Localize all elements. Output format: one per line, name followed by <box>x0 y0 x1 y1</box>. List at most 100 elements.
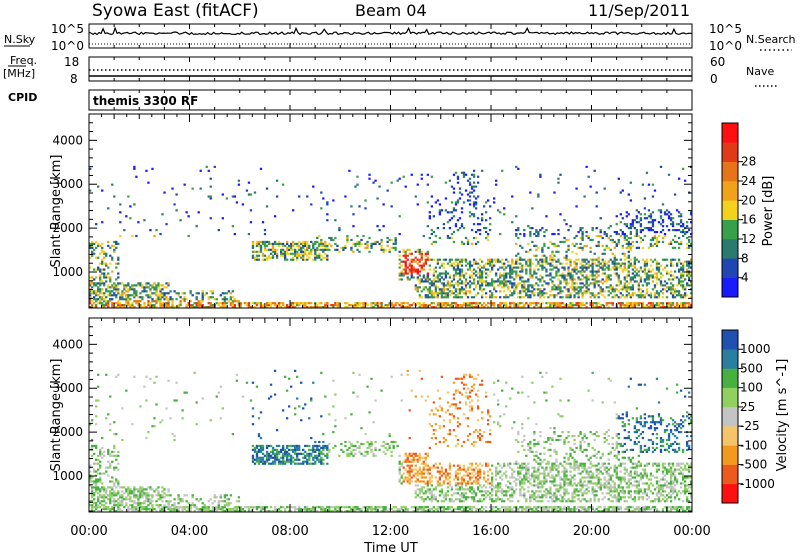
echo-cell <box>109 298 112 301</box>
echo-cell <box>219 294 222 297</box>
echo-cell <box>557 244 560 247</box>
echo-cell <box>243 302 247 305</box>
echo-cell <box>400 508 403 511</box>
echo-cell <box>209 306 212 309</box>
echo-cell <box>107 474 110 477</box>
echo-cell <box>219 306 222 309</box>
echo-cell <box>440 306 444 309</box>
echo-cell <box>233 195 237 198</box>
echo-cell <box>687 246 691 249</box>
echo-cell <box>279 252 283 255</box>
echo-cell <box>139 306 142 309</box>
echo-cell <box>298 444 301 448</box>
echo-cell <box>326 254 329 257</box>
echo-cell <box>460 296 464 299</box>
echo-cell <box>113 500 116 503</box>
echo-cell <box>97 244 100 247</box>
echo-cell <box>143 302 146 305</box>
echo-cell <box>689 232 693 236</box>
echo-cell <box>117 284 120 287</box>
echo-cell <box>334 236 337 240</box>
echo-cell <box>95 415 98 418</box>
echo-cell <box>159 510 162 513</box>
echo-cell <box>149 306 152 309</box>
echo-cell <box>109 262 112 265</box>
echo-cell <box>316 236 319 240</box>
echo-cell <box>432 280 436 283</box>
echo-cell <box>420 250 423 253</box>
echo-cell <box>563 240 566 244</box>
echo-cell <box>312 458 315 461</box>
echo-cell <box>181 500 184 503</box>
echo-cell <box>408 248 411 251</box>
echo-cell <box>163 496 166 499</box>
echo-cell <box>625 211 628 214</box>
echo-cell <box>629 278 632 281</box>
echo-cell <box>635 268 639 271</box>
echo-cell <box>402 480 405 483</box>
echo-cell <box>515 272 518 275</box>
echo-cell <box>679 284 683 287</box>
echo-cell <box>527 286 530 289</box>
echo-cell <box>667 304 671 307</box>
echo-cell <box>432 294 436 297</box>
echo-cell <box>145 399 148 402</box>
echo-cell <box>227 300 230 303</box>
echo-cell <box>113 446 116 449</box>
echo-cell <box>306 452 309 455</box>
echo-cell <box>645 258 649 261</box>
echo-cell <box>474 207 478 210</box>
echo-cell <box>314 248 317 251</box>
echo-cell <box>480 217 484 220</box>
echo-cell <box>671 294 675 297</box>
echo-cell <box>685 230 689 234</box>
echo-cell <box>575 266 578 269</box>
echo-cell <box>348 452 351 455</box>
echo-cell <box>687 304 691 307</box>
echo-cell <box>123 229 126 232</box>
echo-cell <box>372 242 375 245</box>
echo-cell <box>466 290 470 293</box>
echo-cell <box>368 177 371 180</box>
echo-cell <box>135 510 138 513</box>
echo-cell <box>567 288 570 291</box>
echo-cell <box>581 248 584 251</box>
echo-cell <box>519 296 522 299</box>
echo-cell <box>647 246 651 249</box>
echo-cell <box>336 244 339 247</box>
echo-cell <box>93 290 96 293</box>
echo-cell <box>559 286 562 289</box>
echo-cell <box>466 193 470 196</box>
echo-cell <box>569 294 572 297</box>
echo-cell <box>599 217 602 220</box>
echo-cell <box>647 302 651 305</box>
echo-cell <box>105 502 108 505</box>
echo-cell <box>677 294 681 297</box>
echo-cell <box>145 494 148 497</box>
echo-cell <box>306 506 309 509</box>
echo-cell <box>366 304 369 307</box>
echo-cell <box>480 280 484 283</box>
echo-cell <box>615 264 618 267</box>
echo-cell <box>161 500 164 503</box>
echo-cell <box>671 223 675 226</box>
echo-cell <box>647 227 651 230</box>
echo-cell <box>141 496 144 499</box>
echo-cell <box>503 282 506 285</box>
echo-cell <box>107 498 110 501</box>
echo-cell <box>346 448 349 451</box>
echo-cell <box>559 262 562 265</box>
echo-cell <box>633 262 637 265</box>
echo-cell <box>639 240 643 244</box>
echo-cell <box>404 262 407 265</box>
echo-cell <box>135 294 138 297</box>
echo-cell <box>101 302 104 305</box>
echo-cell <box>300 302 303 305</box>
echo-cell <box>273 248 277 251</box>
echo-cell <box>649 292 653 295</box>
echo-cell <box>667 217 671 220</box>
echo-cell <box>543 258 546 261</box>
echo-cell <box>579 302 582 305</box>
echo-cell <box>517 227 520 230</box>
colorbar-swatch <box>722 142 738 162</box>
